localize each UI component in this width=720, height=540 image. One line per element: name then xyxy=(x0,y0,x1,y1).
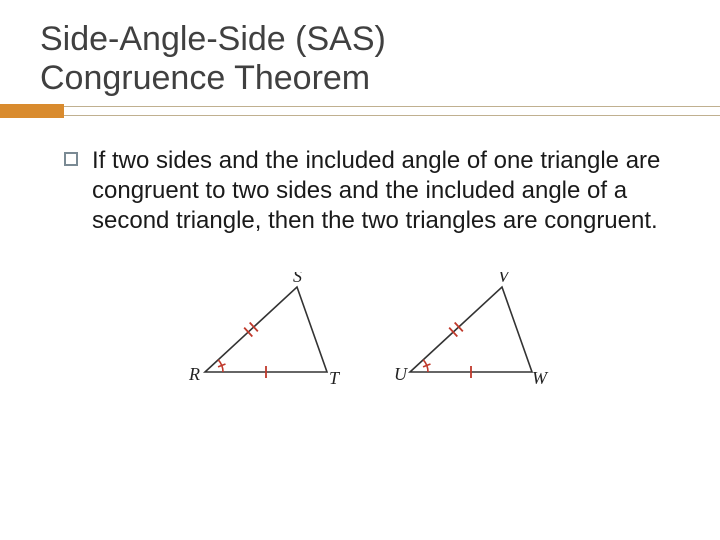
title-rule-accent xyxy=(0,104,64,118)
svg-text:R: R xyxy=(188,364,200,384)
figure-area: R S T U V W xyxy=(64,272,680,392)
title-line-2: Congruence Theorem xyxy=(40,59,680,98)
svg-text:V: V xyxy=(498,272,511,286)
bullet-icon xyxy=(64,152,78,166)
slide: Side-Angle-Side (SAS) Congruence Theorem… xyxy=(0,0,720,540)
body: If two sides and the included angle of o… xyxy=(40,146,680,392)
triangle-right-svg: U V W xyxy=(392,272,557,392)
svg-text:T: T xyxy=(329,368,341,388)
triangle-right: U V W xyxy=(392,272,557,392)
theorem-text: If two sides and the included angle of o… xyxy=(92,146,680,236)
title-rule-line xyxy=(64,106,720,116)
title-block: Side-Angle-Side (SAS) Congruence Theorem xyxy=(40,20,680,98)
svg-text:S: S xyxy=(293,272,302,286)
title-rule xyxy=(0,104,720,118)
triangle-left-svg: R S T xyxy=(187,272,352,392)
bullet-row: If two sides and the included angle of o… xyxy=(64,146,680,236)
title-line-1: Side-Angle-Side (SAS) xyxy=(40,20,680,59)
triangle-left: R S T xyxy=(187,272,352,392)
svg-text:U: U xyxy=(394,364,408,384)
svg-text:W: W xyxy=(532,368,549,388)
